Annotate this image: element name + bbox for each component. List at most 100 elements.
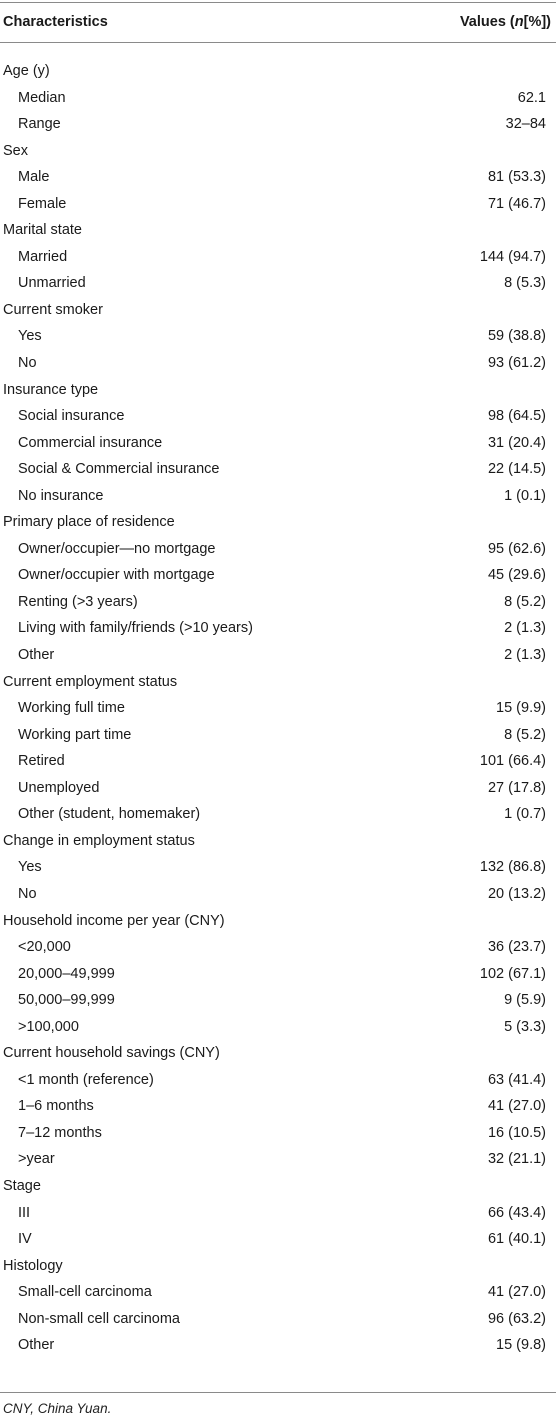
row-value: 2 (1.3) [504,647,546,664]
table-footnote: CNY, China Yuan. [3,1401,112,1416]
table-group-row: Insurance type [0,377,556,404]
row-label: Median [18,89,66,106]
row-label: Current employment status [3,673,178,690]
row-value: 36 (23.7) [487,939,546,956]
row-value: 96 (63.2) [487,1310,546,1327]
table-row: 7–12 months 16 (10.5) [0,1120,556,1147]
row-label: No insurance [18,487,104,504]
table-row: Male 81 (53.3) [0,164,556,191]
row-label: >100,000 [18,1018,79,1035]
row-label: Range [18,116,61,133]
table-row: Living with family/friends (>10 years) 2 … [0,615,556,642]
row-label: III [18,1204,31,1221]
row-value: 63 (41.4) [487,1071,546,1088]
row-value: 98 (64.5) [487,408,546,425]
table-group-row: Age (y) [0,58,556,85]
table-row: Other 15 (9.8) [0,1332,556,1359]
row-label: Renting (>3 years) [18,593,138,610]
row-label: Non-small cell carcinoma [18,1310,180,1327]
table-row: Social & Commercial insurance 22 (14.5) [0,456,556,483]
row-value: 62.1 [517,89,546,106]
row-value: 41 (27.0) [487,1098,546,1115]
row-value: 5 (3.3) [504,1018,546,1035]
row-value: 32–84 [505,116,546,133]
table-row: No 93 (61.2) [0,350,556,377]
table-group-row: Marital state [0,217,556,244]
row-label: Living with family/friends (>10 years) [18,620,253,637]
header-values: Values (n[%]) [459,14,551,30]
table-row: Unemployed 27 (17.8) [0,775,556,802]
row-value: 31 (20.4) [487,434,546,451]
row-value: 1 (0.7) [504,806,546,823]
row-value: 16 (10.5) [487,1124,546,1141]
row-label: Owner/occupier with mortgage [18,567,215,584]
row-label: Working part time [18,726,132,743]
table-row: 1–6 months 41 (27.0) [0,1093,556,1120]
row-label: 50,000–99,999 [18,992,115,1009]
top-rule [0,2,556,3]
row-label: Change in employment status [3,832,195,849]
row-value: 93 (61.2) [487,355,546,372]
row-label: 1–6 months [18,1098,94,1115]
row-value: 61 (40.1) [487,1231,546,1248]
row-label: Owner/occupier—no mortgage [18,540,216,557]
table-group-row: Household income per year (CNY) [0,908,556,935]
table-row: Yes 132 (86.8) [0,854,556,881]
row-value: 15 (9.9) [496,700,546,717]
table-row: 50,000–99,999 9 (5.9) [0,987,556,1014]
row-label: Unemployed [18,779,100,796]
row-value: 9 (5.9) [504,992,546,1009]
row-label: Yes [18,328,42,345]
row-label: 7–12 months [18,1124,102,1141]
bottom-rule [0,1392,556,1393]
row-label: <1 month (reference) [18,1071,154,1088]
row-label: Household income per year (CNY) [3,912,225,929]
row-value: 66 (43.4) [487,1204,546,1221]
table-row: Small-cell carcinoma 41 (27.0) [0,1279,556,1306]
row-value: 8 (5.2) [504,593,546,610]
row-label: No [18,355,37,372]
header-characteristics: Characteristics [3,14,108,30]
row-value: 8 (5.2) [504,726,546,743]
row-value: 132 (86.8) [479,859,546,876]
table-group-row: Change in employment status [0,828,556,855]
row-label: No [18,885,37,902]
table-row: Working full time 15 (9.9) [0,695,556,722]
row-label: Social & Commercial insurance [18,461,220,478]
table-row: Married 144 (94.7) [0,244,556,271]
table-group-row: Stage [0,1173,556,1200]
row-value: 71 (46.7) [487,195,546,212]
row-label: Histology [3,1257,63,1274]
row-label: Other [18,1337,55,1354]
table-row: <1 month (reference) 63 (41.4) [0,1067,556,1094]
table-row: Owner/occupier—no mortgage 95 (62.6) [0,536,556,563]
row-label: Married [18,248,68,265]
table-row: Non-small cell carcinoma 96 (63.2) [0,1306,556,1333]
table-group-row: Sex [0,138,556,165]
row-value: 15 (9.8) [496,1337,546,1354]
row-value: 1 (0.1) [504,487,546,504]
table-row: Commercial insurance 31 (20.4) [0,430,556,457]
row-label: Social insurance [18,408,125,425]
table-group-row: Current smoker [0,297,556,324]
row-label: >year [18,1151,55,1168]
row-label: Current smoker [3,301,103,318]
table-row: Other 2 (1.3) [0,642,556,669]
table-row: No insurance 1 (0.1) [0,483,556,510]
table-group-row: Current household savings (CNY) [0,1040,556,1067]
table-group-row: Primary place of residence [0,509,556,536]
row-label: Marital state [3,222,82,239]
table-group-row: Current employment status [0,669,556,696]
row-label: Current household savings (CNY) [3,1045,220,1062]
row-label: Sex [3,142,28,159]
row-value: 101 (66.4) [479,753,546,770]
row-value: 144 (94.7) [479,248,546,265]
table-row: Median 62.1 [0,85,556,112]
row-label: Female [18,195,67,212]
table-row: Female 71 (46.7) [0,191,556,218]
row-label: Insurance type [3,381,99,398]
row-value: 59 (38.8) [487,328,546,345]
row-label: Unmarried [18,275,86,292]
row-label: Male [18,169,50,186]
row-label: Stage [3,1177,41,1194]
